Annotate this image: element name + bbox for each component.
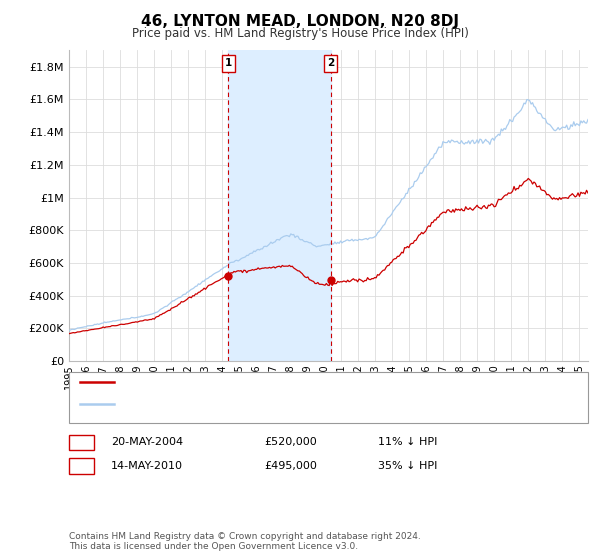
Text: 11% ↓ HPI: 11% ↓ HPI (378, 437, 437, 447)
Text: Contains HM Land Registry data © Crown copyright and database right 2024.
This d: Contains HM Land Registry data © Crown c… (69, 532, 421, 552)
Text: 1: 1 (78, 437, 85, 447)
Text: 2: 2 (327, 58, 334, 68)
Text: Price paid vs. HM Land Registry's House Price Index (HPI): Price paid vs. HM Land Registry's House … (131, 27, 469, 40)
Text: 35% ↓ HPI: 35% ↓ HPI (378, 461, 437, 471)
Text: 1: 1 (225, 58, 232, 68)
Text: 20-MAY-2004: 20-MAY-2004 (111, 437, 183, 447)
Text: 2: 2 (78, 461, 85, 471)
Text: £520,000: £520,000 (264, 437, 317, 447)
Bar (229, 50, 331, 361)
Text: HPI: Average price, detached house, Barnet: HPI: Average price, detached house, Barn… (123, 399, 351, 409)
Text: 46, LYNTON MEAD, LONDON, N20 8DJ (detached house): 46, LYNTON MEAD, LONDON, N20 8DJ (detach… (123, 377, 413, 387)
Text: 14-MAY-2010: 14-MAY-2010 (111, 461, 183, 471)
Text: 46, LYNTON MEAD, LONDON, N20 8DJ: 46, LYNTON MEAD, LONDON, N20 8DJ (141, 14, 459, 29)
Text: £495,000: £495,000 (264, 461, 317, 471)
